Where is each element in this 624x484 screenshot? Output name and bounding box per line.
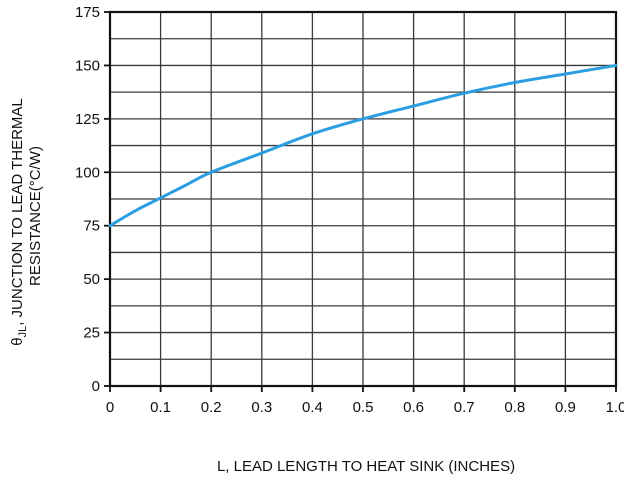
x-tick-labels: 0 0.1 0.2 0.3 0.4 0.5 0.6 0.7 0.8 0.9 1.0 <box>106 399 624 416</box>
y-axis-title-line2: RESISTANCE(°C/W) <box>27 146 44 286</box>
y-tick-label: 150 <box>75 57 100 74</box>
x-tick-label: 1.0 <box>606 399 624 416</box>
x-tick-label: 0.4 <box>302 399 323 416</box>
y-tick-label: 125 <box>75 111 100 128</box>
y-axis-symbol: θ <box>9 337 26 345</box>
y-axis-title: θJL, JUNCTION TO LEAD THERMAL RESISTANCE… <box>9 98 44 346</box>
x-axis-title: L, LEAD LENGTH TO HEAT SINK (INCHES) <box>217 458 515 475</box>
y-tick-label: 175 <box>75 4 100 21</box>
x-tick-label: 0.1 <box>150 399 171 416</box>
x-tick-label: 0.6 <box>403 399 424 416</box>
svg-text:θJL, JUNCTION TO LEAD THERMAL: θJL, JUNCTION TO LEAD THERMAL <box>9 98 29 346</box>
y-tick-label: 50 <box>83 271 100 288</box>
x-tick-label: 0.3 <box>251 399 272 416</box>
series-line <box>108 63 618 228</box>
y-tick-label: 0 <box>92 378 100 395</box>
y-tick-label: 100 <box>75 164 100 181</box>
x-tick-label: 0.9 <box>555 399 576 416</box>
x-tick-label: 0.7 <box>454 399 475 416</box>
y-tick-label: 25 <box>83 325 100 342</box>
grid <box>109 11 617 387</box>
x-tick-label: 0.8 <box>504 399 525 416</box>
y-axis-subscript: JL <box>17 326 29 338</box>
x-tick-label: 0.5 <box>353 399 374 416</box>
y-axis-title-line1: , JUNCTION TO LEAD THERMAL <box>9 98 26 326</box>
x-tick-label: 0.2 <box>201 399 222 416</box>
y-tick-label: 75 <box>83 218 100 235</box>
series-group <box>108 63 618 228</box>
plot-frame <box>104 10 618 392</box>
x-tick-label: 0 <box>106 399 114 416</box>
y-tick-labels: 0 25 50 75 100 125 150 175 <box>75 4 100 395</box>
